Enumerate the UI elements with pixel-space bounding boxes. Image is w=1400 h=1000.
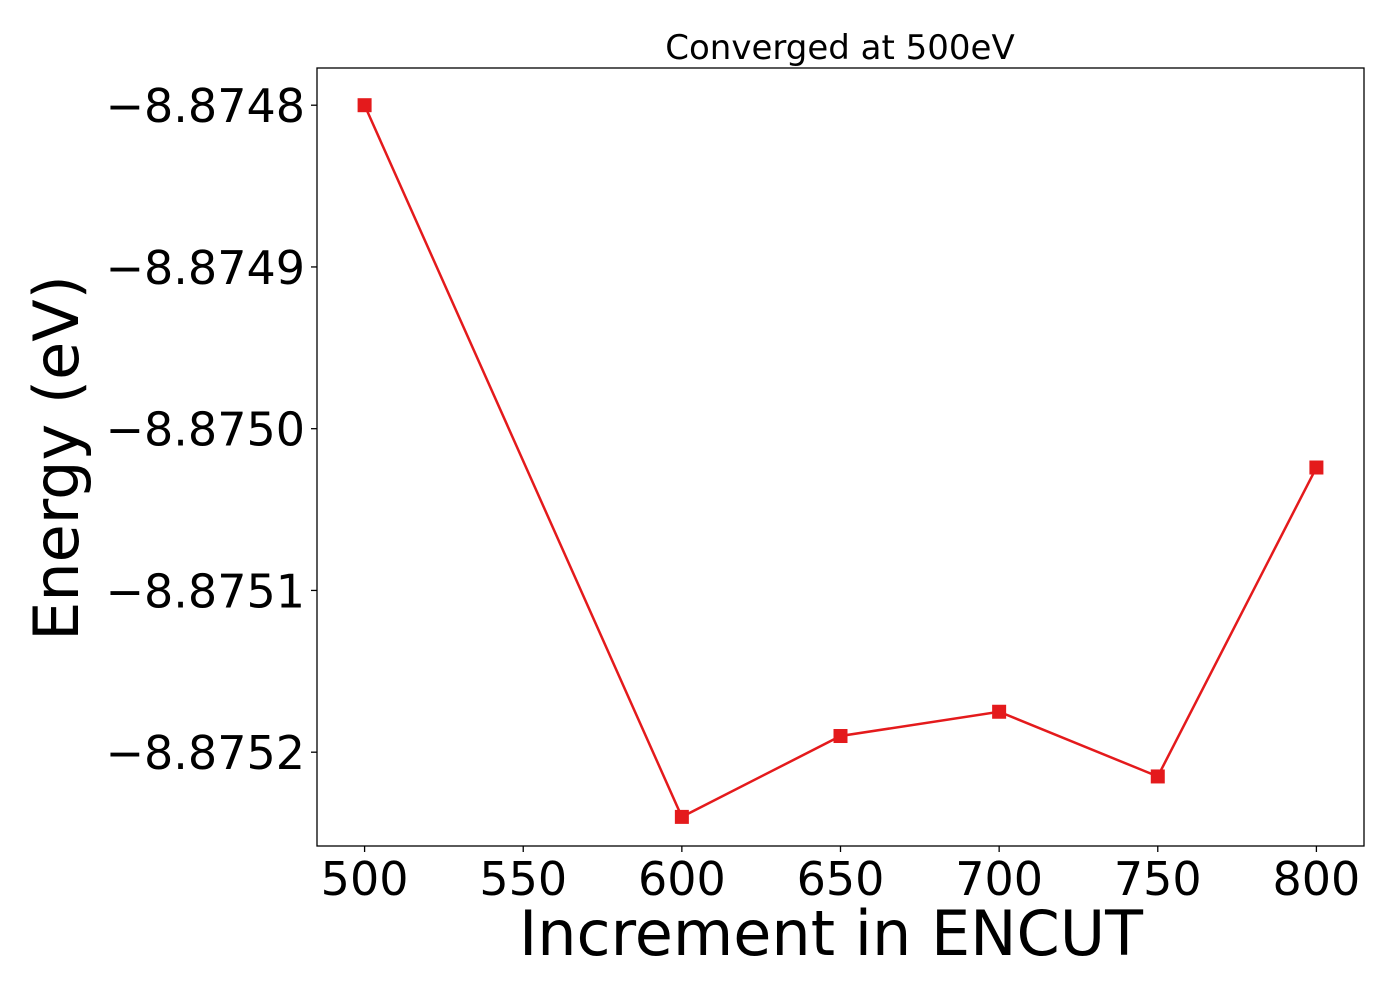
data-point-marker: [1150, 769, 1165, 784]
y-axis: −8.8748 −8.8749 −8.8750 −8.8751 −8.8752: [106, 79, 317, 780]
series-line: [363, 104, 1318, 819]
y-tick-label: −8.8750: [106, 403, 306, 457]
x-tick-label: 550: [479, 852, 567, 906]
data-point-marker: [357, 98, 372, 113]
y-tick-label: −8.8748: [106, 79, 306, 133]
y-tick-label: −8.8751: [106, 564, 306, 618]
x-axis: 500 550 600 650 700 750 800: [321, 846, 1361, 906]
data-point-marker: [833, 729, 848, 744]
x-tick-label: 600: [638, 852, 726, 906]
series-layer: [357, 98, 1324, 824]
x-tick-label: 650: [797, 852, 885, 906]
data-point-marker: [674, 809, 689, 824]
x-tick-label: 750: [1114, 852, 1202, 906]
x-tick-label: 800: [1273, 852, 1361, 906]
data-point-marker: [992, 704, 1007, 719]
y-tick-label: −8.8752: [106, 726, 306, 780]
chart-title: Converged at 500eV: [665, 28, 1014, 68]
x-tick-label: 700: [955, 852, 1043, 906]
x-tick-label: 500: [321, 852, 409, 906]
y-tick-label: −8.8749: [106, 241, 306, 295]
data-point-marker: [1309, 460, 1324, 475]
x-axis-title: Increment in ENCUT: [519, 897, 1144, 970]
y-axis-title: Energy (eV): [20, 275, 93, 641]
